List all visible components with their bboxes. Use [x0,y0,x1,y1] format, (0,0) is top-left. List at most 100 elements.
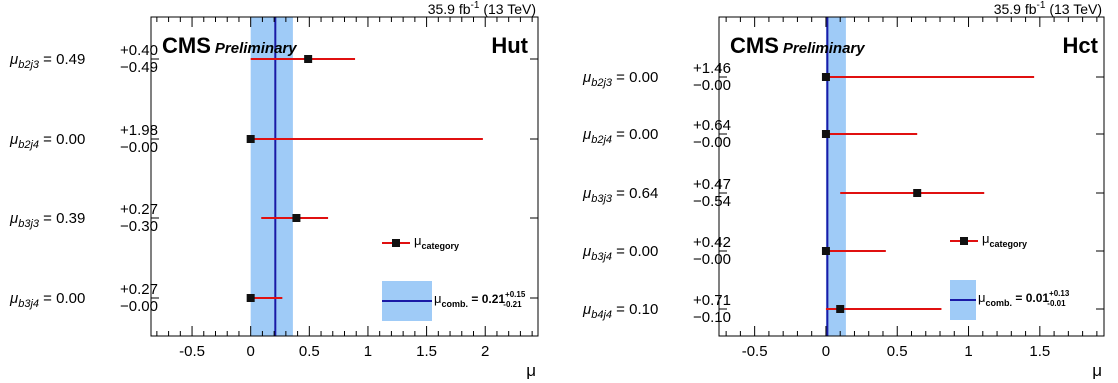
data-point [836,305,845,313]
x-axis-title: μ [526,361,536,380]
category-value: = 0.00 [612,126,658,143]
data-point [821,130,830,138]
x-tick-label: 2 [481,343,489,360]
category-err-up: +0.40 [120,42,158,59]
category-label: μb2j3 = 0.00 [582,69,658,89]
legend-category-sub: category [422,241,460,251]
category-label: μb2j4 = 0.00 [9,131,85,151]
mu-symbol: μ [582,69,591,86]
legend-comb-value: = 0.01 [1012,291,1049,305]
x-tick-label: 0.5 [299,343,320,360]
lumi-label: 35.9 fb-1 (13 TeV) [428,0,536,17]
category-value: = 0.64 [612,185,658,202]
channel-tag: Hct [1063,33,1099,58]
category-label: μb4j4 = 0.10 [582,301,658,321]
category-err-up: +0.27 [120,201,158,218]
status-label: Preliminary [215,40,297,57]
category-err-down: −0.49 [120,59,158,76]
cms-label: CMS Preliminary [162,33,297,58]
category-subscript: b3j3 [591,193,613,205]
x-tick-label: 1 [964,343,972,360]
category-subscript: b2j3 [591,77,613,89]
data-point [246,135,255,143]
legend-comb-value: = 0.21 [468,292,505,306]
category-err-up: +1.98 [120,122,158,139]
panel-hct: -0.5 0 0.5 1 1.5 μ 35.9 fb-1 (13 TeV) CMS Prelim… [582,0,1105,380]
lumi-exponent: -1 [471,0,480,11]
legend-category-label: μcategory [414,233,459,251]
mu-symbol: μ [9,290,18,307]
mu-symbol: μ [582,185,591,202]
legend-comb-sub: comb. [442,299,469,309]
x-tick-label: 1.5 [1029,343,1050,360]
legend-comb-sub: comb. [986,298,1013,308]
category-err-down: −0.30 [120,218,158,235]
x-tick-label: 0 [822,343,830,360]
category-err-down: −0.00 [120,139,158,156]
category-err-down: −0.00 [693,134,731,151]
energy-label: (13 TeV) [1045,1,1102,17]
category-err-down: −0.00 [693,77,731,94]
category-label: μb2j4 = 0.00 [582,126,658,146]
lumi-exponent: -1 [1037,0,1046,11]
data-point [821,73,830,81]
channel-tag: Hut [491,33,528,58]
category-subscript: b2j4 [591,134,612,146]
category-value: = 0.00 [39,131,85,148]
legend-category-sub: category [990,239,1028,249]
category-value: = 0.10 [612,301,658,318]
category-value: = 0.00 [39,290,85,307]
status-label: Preliminary [783,40,865,57]
legend-comb-mu: μ [978,290,986,305]
lumi-value: 35.9 fb [428,1,471,17]
category-err-up: +0.47 [693,176,731,193]
mu-symbol: μ [9,131,18,148]
x-tick-label: 0.5 [887,343,908,360]
x-tick-label: -0.5 [179,343,205,360]
data-point [821,247,830,255]
data-point [304,55,313,63]
cms-label: CMS Preliminary [730,33,865,58]
category-value: = 0.00 [612,243,658,260]
mu-symbol: μ [582,301,591,318]
legend-comb-err-up: +0.15 [505,290,526,299]
category-label: μb3j3 = 0.64 [582,185,658,205]
experiment-name: CMS [162,33,211,58]
experiment-name: CMS [730,33,779,58]
category-err-down: −0.54 [693,193,731,210]
category-label: μb3j4 = 0.00 [9,290,85,310]
lumi-label: 35.9 fb-1 (13 TeV) [994,0,1102,17]
x-axis-title: μ [1092,361,1102,380]
x-tick-label: 1 [364,343,372,360]
category-label: μb2j3 = 0.49 [9,51,85,71]
legend-mu: μ [982,231,990,246]
legend-category-marker [960,237,968,245]
category-subscript: b3j4 [591,251,612,263]
category-err-up: +0.27 [120,281,158,298]
legend-category-label: μcategory [982,231,1027,249]
plot-frame [150,16,539,337]
category-value: = 0.49 [39,51,85,68]
lumi-value: 35.9 fb [994,1,1037,17]
mu-symbol: μ [582,243,591,260]
mu-symbol: μ [582,126,591,143]
x-tick-label: 1.5 [416,343,437,360]
category-err-down: −0.00 [120,298,158,315]
category-label: μb3j3 = 0.39 [9,210,85,230]
legend-category-marker [392,239,400,247]
mu-symbol: μ [9,51,18,68]
category-subscript: b2j3 [18,59,40,71]
legend-comb-err-up: +0.13 [1049,289,1070,298]
category-err-up: +0.42 [693,234,731,251]
legend-comb-err-down: -0.21 [503,300,522,309]
category-value: = 0.39 [39,210,85,227]
mu-symbol: μ [9,210,18,227]
plot-frame [718,16,1105,337]
legend-comb-err-down: -0.01 [1047,299,1066,308]
panel-hut: -0.5 0 0.5 1 1.5 2 μ 35.9 fb-1 (13 TeV) CMS Preli… [9,0,539,380]
x-tick-label: 0 [247,343,255,360]
combined-band [825,17,846,336]
category-value: = 0.00 [612,69,658,86]
energy-label: (13 TeV) [479,1,536,17]
